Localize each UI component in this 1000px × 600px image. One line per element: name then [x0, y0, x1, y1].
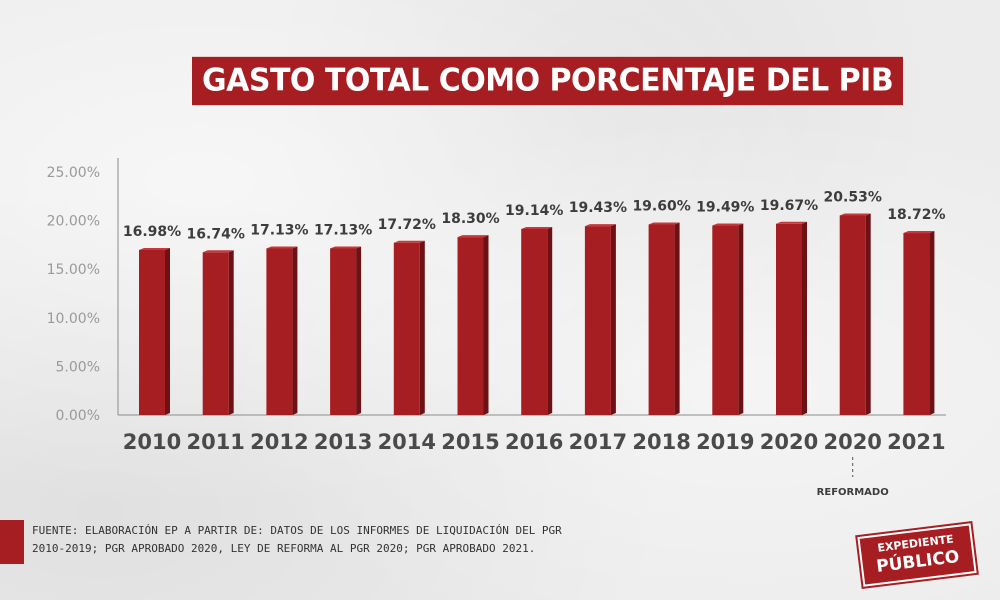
- chart-title: GASTO TOTAL COMO PORCENTAJE DEL PIB: [192, 56, 904, 106]
- x-tick-label: 2020: [823, 430, 881, 454]
- x-tick-label: 2018: [632, 430, 690, 454]
- x-tick-label: 2015: [441, 430, 499, 454]
- bar: [776, 223, 802, 415]
- annotation-label: REFORMADO: [817, 487, 889, 498]
- bar: [712, 225, 739, 415]
- x-tick-label: 2013: [314, 430, 372, 454]
- bar: [139, 249, 165, 415]
- y-tick-label: 20.00%: [47, 214, 100, 230]
- bar: [584, 226, 611, 415]
- bar-side: [674, 222, 680, 415]
- x-tick-label: 2012: [250, 430, 308, 454]
- bar-top: [393, 240, 425, 243]
- bar-top: [648, 222, 680, 225]
- bar-top: [202, 250, 234, 253]
- x-tick-label: 2010: [123, 430, 181, 454]
- bar-side: [610, 224, 616, 415]
- bar-side: [228, 250, 234, 415]
- y-tick-label: 10.00%: [47, 311, 100, 327]
- bar-top: [330, 246, 362, 249]
- bar-side: [802, 221, 807, 415]
- bar-side: [419, 240, 425, 415]
- bar-top: [903, 231, 935, 234]
- bar: [266, 248, 293, 415]
- bar-top: [839, 213, 871, 216]
- x-tick-label: 2021: [887, 430, 945, 454]
- bar-top: [139, 247, 170, 250]
- data-label: 19.43%: [569, 200, 627, 216]
- x-tick-label: 2017: [569, 430, 627, 454]
- data-label: 20.53%: [824, 189, 882, 205]
- data-label: 17.13%: [314, 222, 372, 238]
- bar-top: [521, 226, 553, 229]
- x-tick-label: 2019: [696, 430, 754, 454]
- bar-top: [712, 223, 744, 226]
- y-tick-label: 15.00%: [47, 262, 100, 278]
- bar-side: [165, 247, 170, 415]
- bar-top: [776, 221, 807, 224]
- bar-top: [266, 246, 298, 249]
- bar-side: [292, 246, 298, 415]
- bar: [202, 252, 229, 415]
- data-label: 18.30%: [441, 211, 499, 227]
- bar-side: [356, 246, 362, 415]
- y-tick-label: 25.00%: [47, 165, 100, 181]
- bar: [839, 215, 866, 415]
- bar-side: [483, 235, 489, 415]
- bar-side: [929, 231, 935, 415]
- bar: [521, 228, 548, 415]
- data-label: 17.72%: [378, 217, 436, 233]
- bar: [457, 237, 484, 415]
- bar-top: [584, 224, 616, 227]
- bar-side: [865, 213, 871, 415]
- x-tick-label: 2014: [378, 430, 436, 454]
- data-label: 17.13%: [250, 222, 308, 238]
- data-label: 19.67%: [760, 198, 818, 214]
- x-tick-label: 2016: [505, 430, 563, 454]
- y-tick-label: 0.00%: [56, 408, 100, 424]
- data-label: 19.14%: [505, 203, 563, 219]
- bar: [903, 233, 930, 415]
- source-note: FUENTE: ELABORACIÓN EP A PARTIR DE: DATO…: [32, 524, 562, 555]
- data-label: 19.60%: [632, 198, 690, 214]
- data-label: 18.72%: [887, 207, 945, 223]
- bar-side: [547, 226, 553, 415]
- bar-side: [738, 223, 744, 415]
- bar-top: [457, 235, 489, 238]
- source-accent-bar: [0, 520, 24, 564]
- x-tick-label: 2011: [186, 430, 244, 454]
- bar: [330, 248, 357, 415]
- bar: [393, 242, 420, 415]
- data-label: 16.98%: [123, 224, 181, 240]
- bar: [648, 224, 675, 415]
- data-label: 19.49%: [696, 200, 754, 216]
- y-tick-label: 5.00%: [56, 359, 100, 375]
- x-tick-label: 2020: [760, 430, 818, 454]
- data-label: 16.74%: [187, 226, 245, 242]
